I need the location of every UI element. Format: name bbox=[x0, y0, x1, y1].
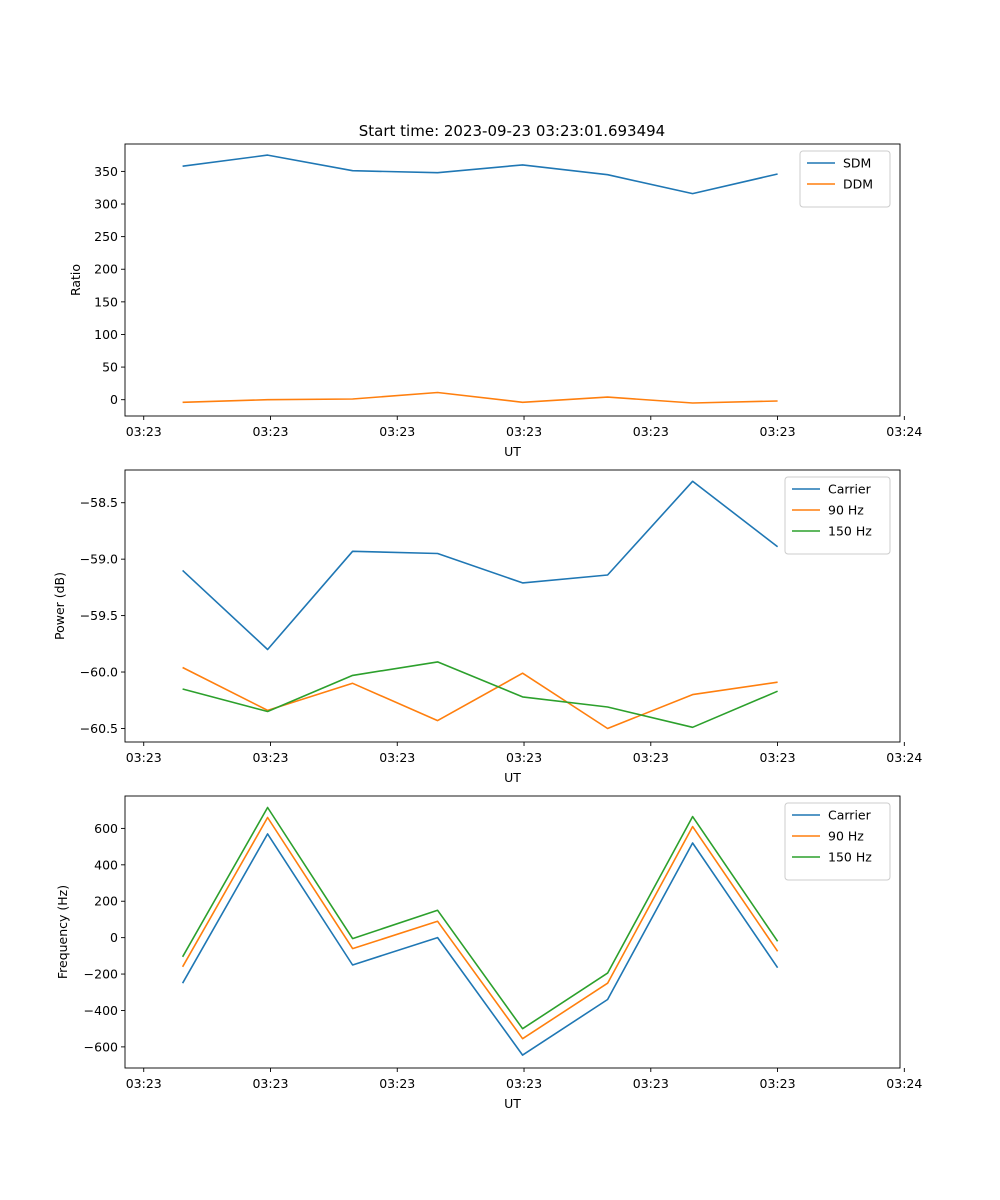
y-tick-label: −60.0 bbox=[80, 665, 118, 680]
legend: Carrier 90 Hz 150 Hz bbox=[784, 802, 891, 881]
series-line-150-hz bbox=[182, 661, 778, 729]
x-axis-label: UT bbox=[504, 770, 521, 785]
x-tick-label: 03:23 bbox=[760, 750, 796, 765]
y-tick-label: −200 bbox=[84, 967, 118, 982]
x-tick-label: 03:23 bbox=[252, 424, 288, 439]
y-tick-label: 300 bbox=[94, 197, 118, 212]
x-tick-label: 03:23 bbox=[633, 424, 669, 439]
y-tick-label: 100 bbox=[94, 327, 118, 342]
x-axis-label: UT bbox=[504, 444, 521, 459]
x-tick-label: 03:23 bbox=[379, 1076, 415, 1091]
x-tick-label: 03:24 bbox=[886, 424, 922, 439]
y-tick-label: 200 bbox=[94, 262, 118, 277]
x-tick-label: 03:23 bbox=[506, 424, 542, 439]
y-tick-label: 250 bbox=[94, 229, 118, 244]
series-line-90-hz bbox=[181, 816, 779, 1040]
y-axis-label: Power (dB) bbox=[52, 572, 67, 640]
y-tick-label: 200 bbox=[94, 894, 118, 909]
y-tick-label: −60.5 bbox=[80, 721, 118, 736]
x-tick-label: 03:23 bbox=[379, 424, 415, 439]
x-tick-label: 03:23 bbox=[126, 424, 162, 439]
ratio-panel: 03:23 03:23 03:23 03:23 03:23 03:23 03:24 0 50 10… bbox=[68, 143, 922, 459]
frequency-panel: 03:23 03:23 03:23 03:23 03:23 03:23 03:24 −600 −… bbox=[55, 795, 922, 1111]
x-tick-label: 03:23 bbox=[760, 1076, 796, 1091]
x-tick-label: 03:23 bbox=[633, 1076, 669, 1091]
series-line-sdm bbox=[182, 154, 778, 195]
series-line-150-hz bbox=[181, 806, 779, 1030]
x-tick-label: 03:23 bbox=[633, 750, 669, 765]
legend-label: Carrier bbox=[828, 482, 872, 497]
chart-title: Start time: 2023-09-23 03:23:01.693494 bbox=[359, 122, 665, 140]
x-tick-label: 03:23 bbox=[126, 1076, 162, 1091]
legend: SDM DDM bbox=[799, 150, 891, 208]
y-tick-label: 50 bbox=[102, 360, 118, 375]
x-tick-label: 03:23 bbox=[252, 750, 288, 765]
y-tick-label: −600 bbox=[84, 1039, 118, 1054]
x-tick-label: 03:24 bbox=[886, 1076, 922, 1091]
y-tick-label: −58.5 bbox=[80, 495, 118, 510]
legend-label: 90 Hz bbox=[828, 829, 864, 844]
legend-label: 150 Hz bbox=[828, 524, 872, 539]
x-axis-label: UT bbox=[504, 1096, 521, 1111]
legend-frame bbox=[799, 150, 891, 208]
legend-label: SDM bbox=[843, 156, 871, 171]
y-tick-label: 0 bbox=[110, 930, 118, 945]
legend-frame bbox=[784, 802, 891, 881]
series-line-carrier bbox=[181, 833, 779, 1056]
y-tick-label: −400 bbox=[84, 1003, 118, 1018]
legend-label: Carrier bbox=[828, 808, 872, 823]
plot-frame bbox=[124, 469, 901, 743]
y-tick-label: 350 bbox=[94, 164, 118, 179]
series-line-carrier bbox=[182, 480, 779, 651]
power-panel: 03:23 03:23 03:23 03:23 03:23 03:23 03:24 −60.5… bbox=[52, 469, 922, 785]
x-tick-label: 03:23 bbox=[126, 750, 162, 765]
y-tick-label: −59.5 bbox=[80, 608, 118, 623]
y-tick-label: 150 bbox=[94, 294, 118, 309]
x-tick-label: 03:23 bbox=[379, 750, 415, 765]
series-line-90-hz bbox=[182, 666, 778, 730]
x-tick-label: 03:23 bbox=[506, 750, 542, 765]
y-tick-label: 0 bbox=[110, 392, 118, 407]
y-axis-label: Frequency (Hz) bbox=[55, 885, 70, 979]
x-tick-label: 03:24 bbox=[886, 750, 922, 765]
x-tick-label: 03:23 bbox=[506, 1076, 542, 1091]
legend: Carrier 90 Hz 150 Hz bbox=[784, 476, 891, 555]
x-tick-label: 03:23 bbox=[252, 1076, 288, 1091]
plot-frame bbox=[124, 143, 901, 417]
legend-frame bbox=[784, 476, 891, 555]
legend-label: 150 Hz bbox=[828, 850, 872, 865]
legend-label: 90 Hz bbox=[828, 503, 864, 518]
y-tick-label: 600 bbox=[94, 821, 118, 836]
plot-frame bbox=[124, 795, 901, 1069]
legend-label: DDM bbox=[843, 177, 873, 192]
y-axis-label: Ratio bbox=[68, 264, 83, 296]
y-tick-label: −59.0 bbox=[80, 552, 118, 567]
x-tick-label: 03:23 bbox=[760, 424, 796, 439]
series-line-ddm bbox=[182, 391, 778, 404]
y-tick-label: 400 bbox=[94, 857, 118, 872]
